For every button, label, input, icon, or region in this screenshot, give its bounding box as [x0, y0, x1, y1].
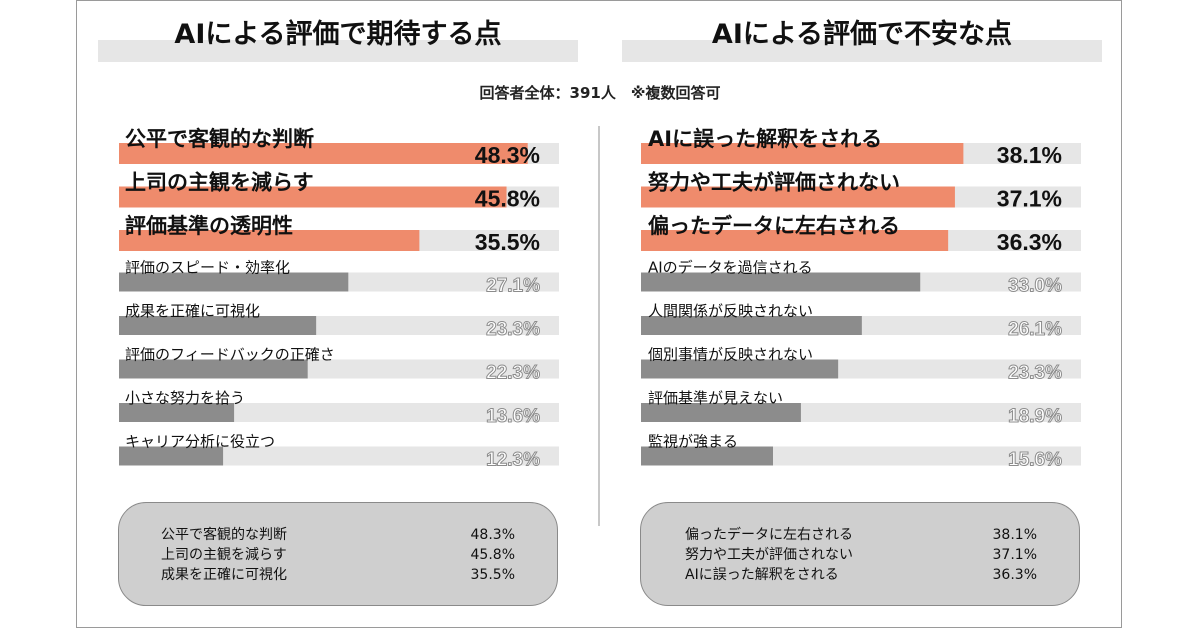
left-category-label: 上司の主観を減らす: [125, 171, 314, 195]
right-category-label: 人間関係が反映されない: [648, 302, 813, 320]
left-category-label: キャリア分析に役立つ: [125, 433, 275, 451]
right-bar: [641, 446, 773, 466]
summary-label: AIに誤った解釈をされる: [685, 567, 839, 583]
right-value-label: 23.3%: [1008, 363, 1062, 384]
left-bar: [119, 272, 349, 292]
left-bar: [119, 359, 308, 379]
panel-divider: [598, 126, 600, 526]
summary-label: 成果を正確に可視化: [161, 567, 287, 583]
left-value-label: 35.5%: [475, 229, 540, 255]
left-bar: [119, 186, 507, 208]
left-value-label: 12.3%: [486, 450, 540, 471]
left-value-label: 27.1%: [486, 276, 540, 297]
right-category-label: AIに誤った解釈をされる: [648, 127, 882, 151]
summary-value: 36.3%: [992, 567, 1037, 583]
right-summary-box: 偏ったデータに左右される 38.1% 努力や工夫が評価されない 37.1% AI…: [640, 502, 1080, 606]
right-bar: [641, 403, 801, 422]
summary-value: 38.1%: [992, 527, 1037, 543]
left-value-label: 45.8%: [475, 186, 540, 212]
left-chart-title: AIによる評価で期待する点: [174, 19, 502, 50]
summary-value: 35.5%: [470, 567, 515, 583]
right-value-label: 33.0%: [1008, 276, 1062, 297]
left-category-label: 小さな努力を拾う: [125, 389, 245, 407]
summary-label: 偏ったデータに左右される: [685, 527, 853, 543]
right-category-label: 監視が強まる: [648, 433, 738, 451]
right-category-label: 評価基準が見えない: [648, 389, 783, 407]
summary-label: 努力や工夫が評価されない: [685, 547, 853, 563]
right-value-label: 37.1%: [997, 186, 1062, 212]
summary-value: 48.3%: [470, 527, 515, 543]
right-category-label: 偏ったデータに左右される: [648, 214, 900, 238]
right-bar: [641, 186, 955, 208]
right-category-label: 個別事情が反映されない: [648, 346, 813, 364]
summary-label: 公平で客観的な判断: [161, 527, 287, 543]
summary-value: 45.8%: [470, 547, 515, 563]
right-title-strip: [622, 40, 1102, 62]
left-bar: [119, 230, 420, 251]
right-bar: [641, 359, 839, 379]
left-category-label: 評価基準の透明性: [125, 214, 293, 238]
left-bar: [119, 143, 528, 164]
left-category-label: 成果を正確に可視化: [125, 302, 260, 320]
left-value-label: 23.3%: [486, 319, 540, 340]
left-value-label: 48.3%: [475, 142, 540, 168]
right-bar: [641, 143, 964, 164]
left-value-label: 13.6%: [486, 406, 540, 427]
summary-label: 上司の主観を減らす: [161, 547, 287, 563]
left-category-label: 評価のスピード・効率化: [125, 259, 290, 277]
right-value-label: 38.1%: [997, 142, 1062, 168]
right-bar: [641, 272, 921, 292]
right-value-label: 15.6%: [1008, 450, 1062, 471]
summary-value: 37.1%: [992, 547, 1037, 563]
left-category-label: 公平で客観的な判断: [125, 127, 314, 151]
left-bar-track: [119, 446, 559, 466]
left-bar: [119, 316, 317, 335]
right-value-label: 36.3%: [997, 229, 1062, 255]
left-category-label: 評価のフィードバックの正確さ: [125, 346, 335, 364]
right-chart-title: AIによる評価で不安な点: [711, 19, 1013, 50]
right-value-label: 18.9%: [1008, 406, 1062, 427]
left-title-strip: [98, 40, 578, 62]
left-value-label: 22.3%: [486, 363, 540, 384]
right-value-label: 26.1%: [1008, 319, 1062, 340]
right-bar: [641, 316, 862, 335]
right-category-label: AIのデータを過信される: [648, 259, 813, 277]
right-category-label: 努力や工夫が評価されない: [648, 171, 900, 195]
right-bar: [641, 230, 949, 251]
respondents-note: 回答者全体：391人 ※複数回答可: [479, 84, 721, 102]
left-bar: [119, 446, 224, 466]
left-summary-box: 公平で客観的な判断 48.3% 上司の主観を減らす 45.8% 成果を正確に可視…: [118, 502, 558, 606]
left-bar: [119, 403, 235, 422]
